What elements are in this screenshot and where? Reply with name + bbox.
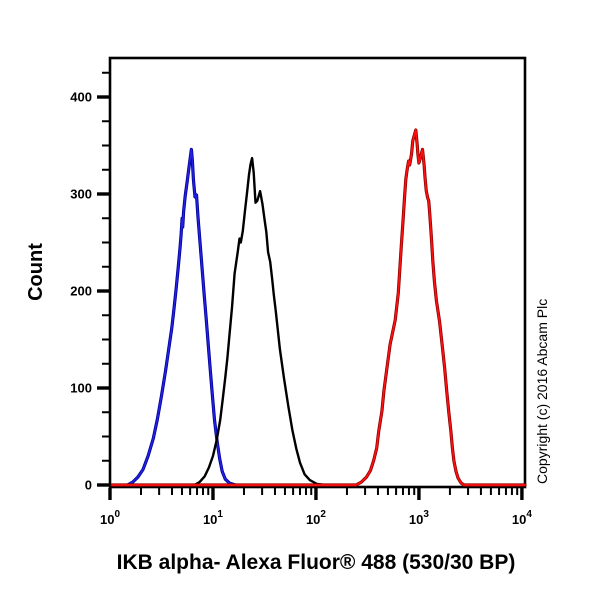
plot-border [108,56,527,489]
x-tick-label: 103 [409,509,429,527]
x-tick-label: 102 [306,509,326,527]
y-tick-label: 0 [85,478,92,493]
y-tick-label: 100 [70,381,92,396]
black-histogram [193,156,327,487]
x-axis-title: IKB alpha- Alexa Fluor® 488 (530/30 BP) [116,551,516,574]
x-tick-label: 101 [203,509,223,527]
blue-histogram [126,148,237,486]
y-axis-label: Count [25,243,47,301]
y-tick-label: 200 [70,284,92,299]
red-histogram [111,129,526,486]
x-tick-label: 104 [512,509,532,527]
y-tick-label: 400 [70,90,92,105]
y-tick-label: 300 [70,187,92,202]
blue-histogram [125,147,238,487]
copyright-notice: Copyright (c) 2016 Abcam Plc [534,298,550,484]
x-tick-label: 100 [100,509,120,527]
